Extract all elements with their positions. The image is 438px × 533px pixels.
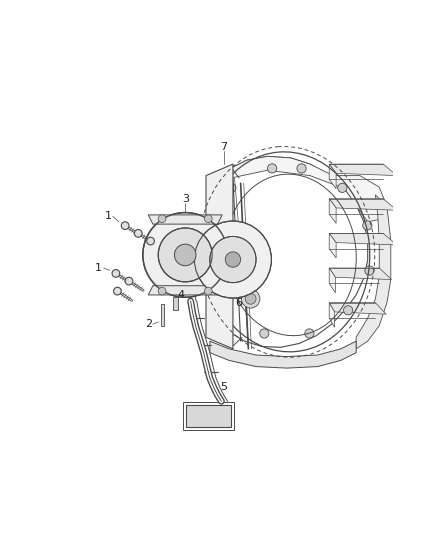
Circle shape [260, 329, 269, 338]
Polygon shape [210, 341, 356, 368]
Circle shape [241, 263, 260, 281]
Polygon shape [329, 233, 397, 245]
Polygon shape [329, 164, 397, 175]
Bar [183, 402, 234, 430]
Circle shape [245, 266, 256, 277]
Circle shape [268, 164, 277, 173]
Text: 6: 6 [236, 297, 243, 308]
Text: 3: 3 [182, 193, 189, 204]
Text: 5: 5 [220, 382, 227, 392]
Circle shape [194, 221, 272, 298]
Circle shape [200, 266, 209, 275]
Polygon shape [231, 156, 387, 222]
Polygon shape [329, 199, 397, 210]
Circle shape [125, 277, 133, 285]
Polygon shape [161, 304, 164, 326]
Polygon shape [329, 199, 336, 223]
Polygon shape [173, 296, 177, 310]
Polygon shape [329, 268, 392, 280]
Polygon shape [148, 286, 222, 295]
Circle shape [221, 305, 230, 315]
Circle shape [210, 237, 256, 282]
Circle shape [202, 221, 211, 230]
Circle shape [158, 287, 166, 295]
Circle shape [205, 215, 212, 223]
Polygon shape [329, 164, 336, 189]
Circle shape [134, 230, 142, 237]
Polygon shape [206, 164, 233, 349]
Polygon shape [329, 303, 335, 327]
Circle shape [363, 221, 372, 230]
Bar [186, 405, 231, 426]
Text: 1: 1 [95, 263, 102, 273]
Polygon shape [329, 268, 336, 293]
Text: 1: 1 [105, 212, 112, 221]
Text: 4: 4 [178, 290, 185, 300]
Circle shape [305, 329, 314, 338]
Text: 7: 7 [220, 142, 227, 152]
Circle shape [113, 287, 121, 295]
Circle shape [338, 183, 347, 192]
Circle shape [121, 222, 129, 230]
Polygon shape [329, 303, 386, 314]
Circle shape [227, 183, 236, 192]
Circle shape [245, 294, 256, 304]
Circle shape [143, 213, 228, 297]
Circle shape [158, 215, 166, 223]
Text: 2: 2 [145, 319, 152, 329]
Circle shape [174, 244, 196, 265]
Circle shape [343, 305, 353, 315]
Polygon shape [329, 233, 336, 258]
Circle shape [158, 228, 212, 282]
Circle shape [112, 270, 120, 277]
Circle shape [147, 237, 155, 245]
Circle shape [365, 266, 374, 275]
Circle shape [297, 164, 306, 173]
Polygon shape [356, 195, 391, 349]
Circle shape [225, 252, 240, 267]
Polygon shape [148, 215, 222, 224]
Circle shape [241, 289, 260, 308]
Circle shape [205, 287, 212, 295]
